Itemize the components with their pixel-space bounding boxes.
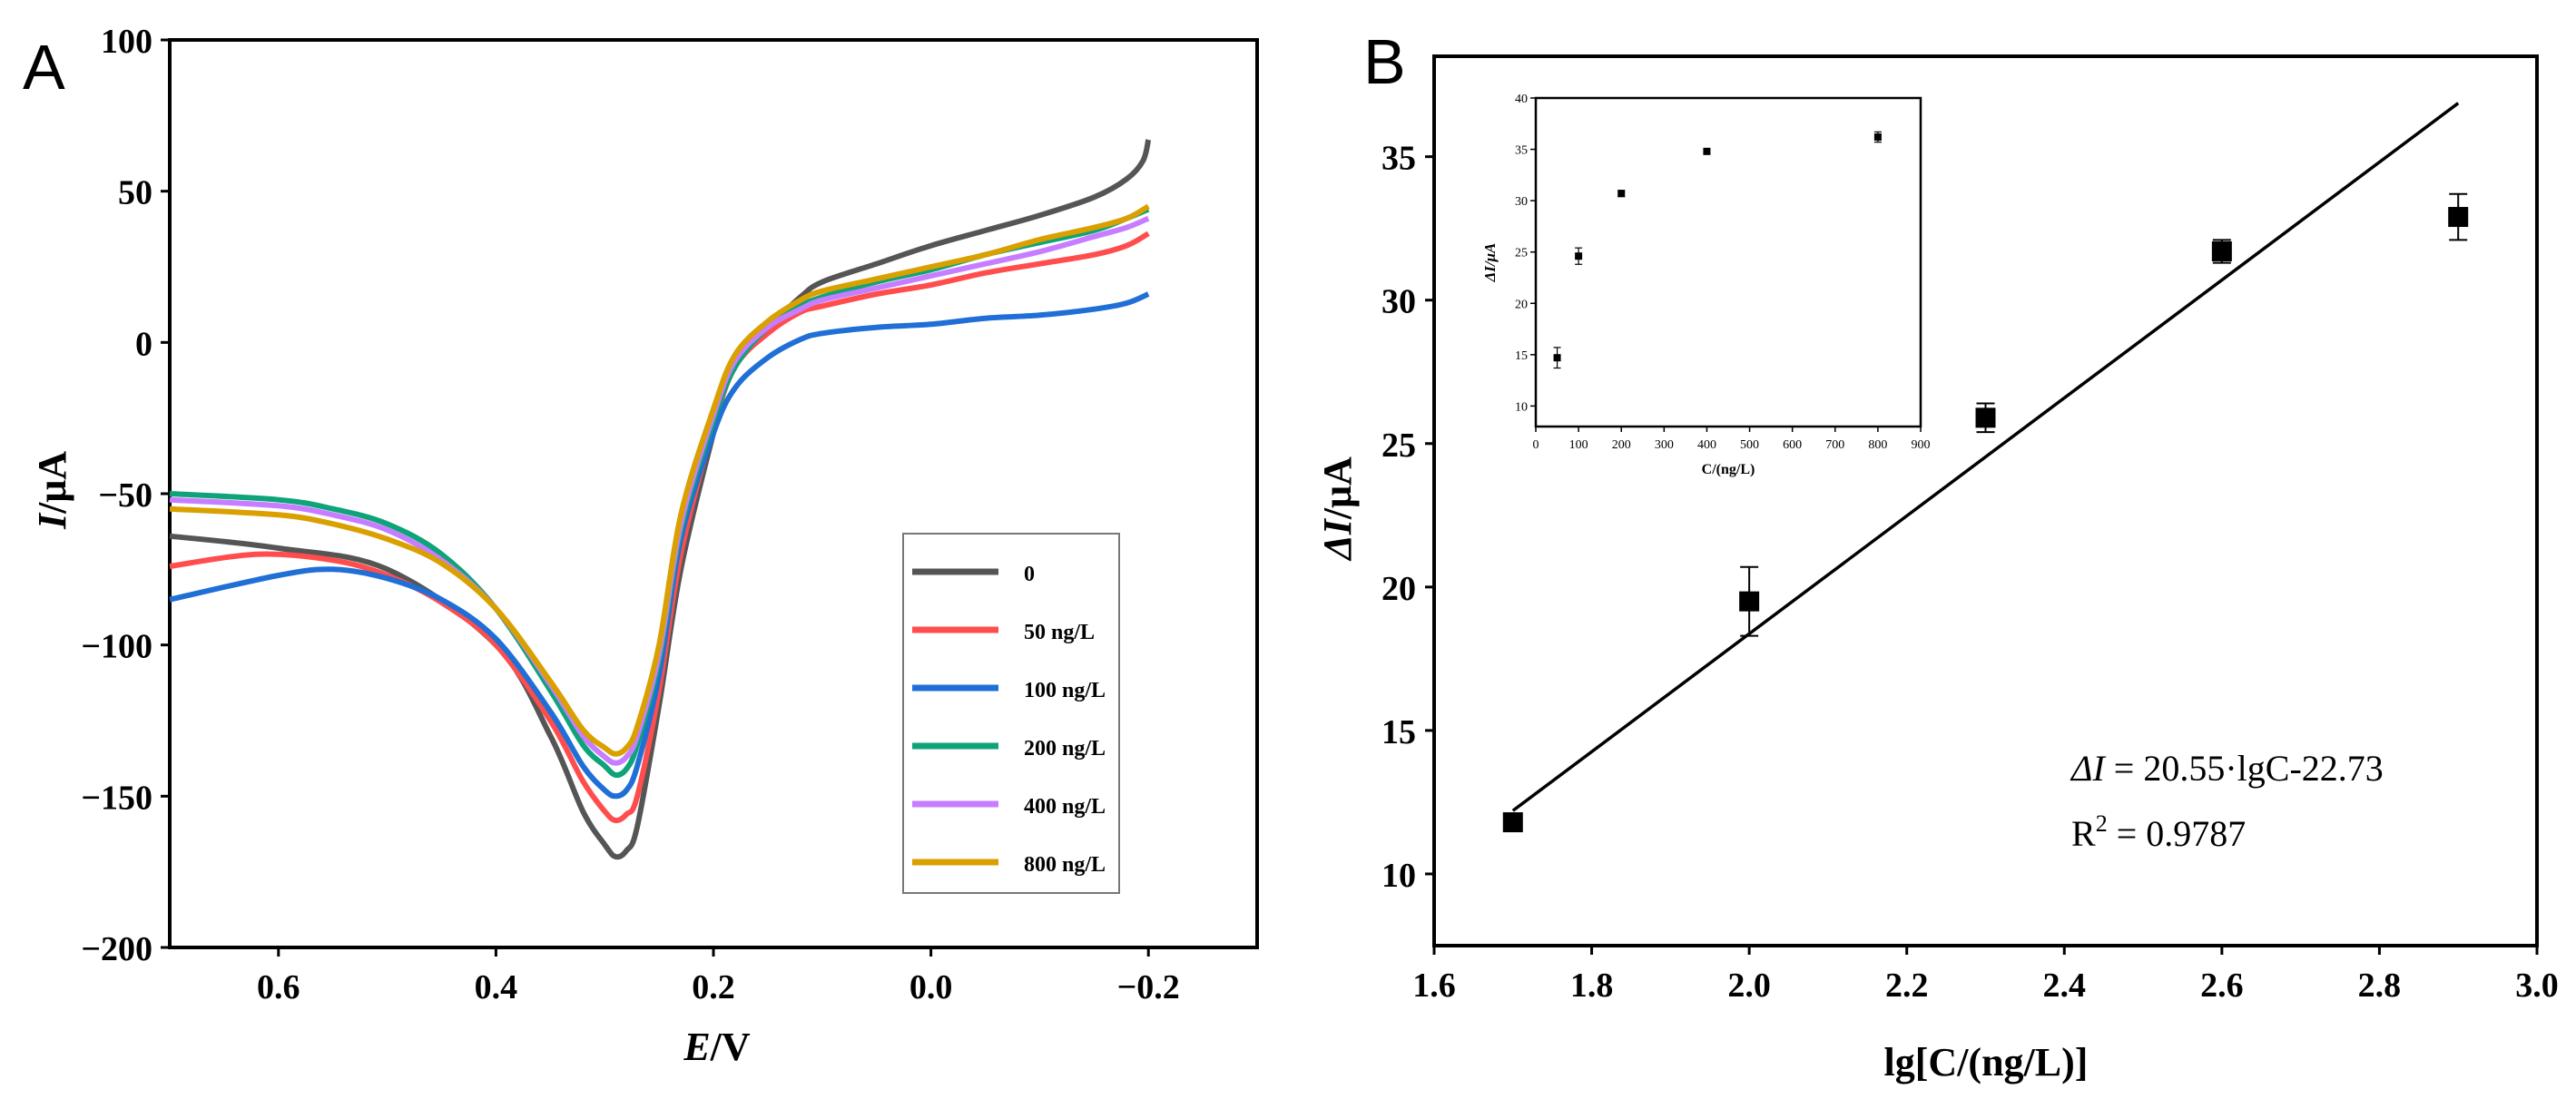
panel-b-y-tick-label: 10 bbox=[1381, 857, 1416, 895]
inset-x-axis-label: C/(ng/L) bbox=[1702, 462, 1755, 477]
inset-y-tick-label: 35 bbox=[1515, 144, 1528, 158]
inset-data-point bbox=[1617, 190, 1626, 198]
inset-data-point bbox=[1873, 132, 1882, 141]
panel-b-x-tick-label: 3.0 bbox=[2515, 967, 2559, 1005]
panel-b-y-tick-label: 30 bbox=[1381, 283, 1416, 321]
legend-label-2: 100 ng/L bbox=[1024, 679, 1106, 702]
panel-b-y-axis-label-italic: ΔI bbox=[1315, 517, 1360, 562]
data-point bbox=[2211, 240, 2232, 261]
panel-a-y-tick-label: −100 bbox=[81, 628, 152, 666]
panel-b-y-tick-label: 35 bbox=[1381, 140, 1416, 178]
fit-equation: ΔI = 20.55·lgC-22.73 bbox=[2070, 748, 2384, 789]
panel-a-x-tick-label: −0.2 bbox=[1117, 968, 1180, 1006]
panel-b-x-tick-label: 2.6 bbox=[2200, 967, 2244, 1005]
panel-a-y-axis-label-italic: I bbox=[30, 512, 74, 530]
fit-r-squared-exponent: 2 bbox=[2096, 810, 2108, 837]
fit-equation-lhs: ΔI bbox=[2070, 748, 2106, 789]
panel-b-x-tick-label: 2.2 bbox=[1885, 967, 1929, 1005]
fit-equation-rhs: = 20.55·lgC-22.73 bbox=[2105, 748, 2384, 789]
panel-a-y-tick-label: −200 bbox=[81, 930, 152, 968]
legend-label-3: 200 ng/L bbox=[1024, 737, 1106, 761]
legend-label-5: 800 ng/L bbox=[1024, 853, 1106, 877]
legend-label-1: 50 ng/L bbox=[1024, 621, 1095, 644]
panel-b-label: B bbox=[1363, 26, 1406, 97]
panel-b-x-tick-label: 2.0 bbox=[1727, 967, 1771, 1005]
panel-a-legend bbox=[902, 533, 1120, 894]
inset-y-tick-label: 20 bbox=[1515, 298, 1528, 311]
panel-a-label: A bbox=[23, 32, 65, 103]
inset-x-tick-label: 300 bbox=[1655, 438, 1674, 452]
legend-label-0: 0 bbox=[1024, 563, 1035, 586]
inset-y-axis-label: ΔI/μA bbox=[1481, 243, 1499, 283]
legend-label-4: 400 ng/L bbox=[1024, 795, 1106, 819]
panel-b-y-tick-label: 20 bbox=[1381, 570, 1416, 608]
inset-x-tick-label: 900 bbox=[1912, 438, 1931, 452]
data-point bbox=[1975, 407, 1996, 428]
panel-a-y-tick-label: 50 bbox=[118, 174, 152, 212]
inset-y-tick-label: 15 bbox=[1515, 349, 1528, 363]
inset-data-point bbox=[1703, 147, 1711, 155]
inset-x-tick-label: 600 bbox=[1783, 438, 1802, 452]
panel-b-x-tick-label: 2.8 bbox=[2358, 967, 2402, 1005]
panel-a-x-tick-label: 0.4 bbox=[475, 968, 518, 1006]
panel-a-x-tick-label: 0.0 bbox=[909, 968, 953, 1006]
panel-a-x-tick-label: 0.6 bbox=[257, 968, 300, 1006]
panel-b-y-tick-label: 25 bbox=[1381, 427, 1416, 465]
panel-b-y-tick-label: 15 bbox=[1381, 713, 1416, 751]
panel-a-y-tick-label: 0 bbox=[135, 325, 152, 363]
panel-b-x-axis-label: lg[C/(ng/L)] bbox=[1884, 1040, 2089, 1084]
inset-chart: 10 15 20 25 30 35 40 0 100 200 300 400 500 600 700 800… bbox=[1481, 93, 1931, 477]
panel-b-y-axis-label-unit: /μA bbox=[1315, 456, 1360, 520]
panel-a-y-axis-label: I/μA bbox=[30, 451, 74, 530]
panel-b-frame bbox=[1432, 54, 2539, 947]
inset-frame bbox=[1534, 96, 1922, 428]
inset-x-tick-label: 800 bbox=[1868, 438, 1887, 452]
inset-x-tick-label: 100 bbox=[1569, 438, 1588, 452]
panel-a-x-axis-label-italic: E bbox=[683, 1025, 710, 1069]
panel-a-x-axis-label: E/V bbox=[683, 1025, 751, 1069]
inset-x-tick-label: 200 bbox=[1612, 438, 1631, 452]
data-point bbox=[1502, 812, 1523, 833]
inset-y-tick-label: 30 bbox=[1515, 195, 1528, 209]
panel-b-y-axis-label: ΔI/μA bbox=[1315, 456, 1360, 562]
panel-a-y-axis-label-unit: /μA bbox=[30, 451, 74, 515]
inset-x-tick-label: 500 bbox=[1740, 438, 1759, 452]
inset-data-point bbox=[1575, 252, 1583, 260]
fit-r-squared: R2 = 0.9787 bbox=[2071, 810, 2246, 854]
data-point bbox=[2448, 207, 2469, 228]
panel-b-x-tick-label: 1.6 bbox=[1412, 967, 1456, 1005]
inset-x-tick-label: 700 bbox=[1825, 438, 1844, 452]
panel-a-y-tick-label: −150 bbox=[81, 779, 152, 817]
panel-a: A 100 50 0 −50 −100 −150 −200 0.6 0.4 0.2 0.0 −0.2… bbox=[23, 23, 1259, 1069]
data-point bbox=[1739, 591, 1760, 612]
panel-b-x-tick-label: 2.4 bbox=[2043, 967, 2087, 1005]
series-line-5 bbox=[169, 203, 1150, 757]
panel-a-x-tick-label: 0.2 bbox=[692, 968, 735, 1006]
fit-r-squared-value: = 0.9787 bbox=[2108, 813, 2247, 854]
inset-y-tick-label: 10 bbox=[1515, 400, 1528, 414]
inset-x-tick-label: 0 bbox=[1533, 438, 1539, 452]
fit-r-squared-label: R bbox=[2071, 813, 2096, 854]
inset-y-tick-label: 40 bbox=[1515, 93, 1528, 106]
panel-b-x-tick-label: 1.8 bbox=[1570, 967, 1614, 1005]
inset-data-point bbox=[1553, 354, 1561, 362]
inset-y-tick-label: 25 bbox=[1515, 247, 1528, 260]
inset-x-tick-label: 400 bbox=[1697, 438, 1716, 452]
panel-a-x-axis-label-unit: /V bbox=[710, 1025, 751, 1069]
fit-line bbox=[1511, 102, 2460, 812]
panel-a-y-tick-label: 100 bbox=[101, 23, 152, 61]
panel-a-y-tick-label: −50 bbox=[98, 476, 152, 515]
